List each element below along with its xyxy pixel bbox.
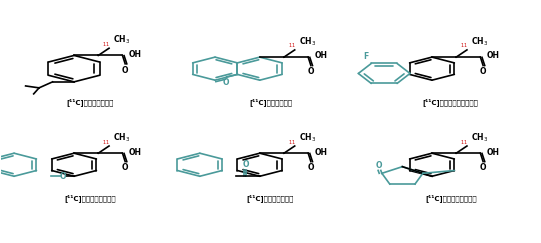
Text: O: O	[480, 67, 486, 76]
Text: OH: OH	[487, 148, 500, 156]
Text: O: O	[376, 161, 382, 170]
Text: $^{11}$: $^{11}$	[460, 43, 468, 49]
Text: O: O	[122, 163, 128, 172]
Text: O: O	[243, 160, 249, 169]
Text: O: O	[60, 172, 67, 181]
Text: CH$_3$: CH$_3$	[113, 34, 130, 46]
Text: O: O	[480, 163, 486, 172]
Text: OH: OH	[129, 148, 142, 156]
Text: CH$_3$: CH$_3$	[113, 131, 130, 144]
Text: CH$_3$: CH$_3$	[471, 131, 489, 144]
Text: [¹¹C]フェノプロフェン: [¹¹C]フェノプロフェン	[64, 194, 116, 202]
Text: $^{11}$: $^{11}$	[288, 139, 296, 145]
Text: O: O	[308, 67, 314, 76]
Text: [¹¹C]フルルビプロフェン: [¹¹C]フルルビプロフェン	[423, 98, 479, 106]
Text: $^{11}$: $^{11}$	[102, 139, 110, 145]
Text: CH$_3$: CH$_3$	[299, 131, 316, 144]
Text: O: O	[308, 163, 314, 172]
Text: [¹¹C]イブプロフェン: [¹¹C]イブプロフェン	[67, 98, 114, 106]
Text: CH$_3$: CH$_3$	[299, 35, 316, 48]
Text: $^{11}$: $^{11}$	[288, 43, 296, 49]
Text: [¹¹C]ロキソプロフェン: [¹¹C]ロキソプロフェン	[425, 194, 477, 202]
Text: O: O	[222, 78, 229, 87]
Text: OH: OH	[315, 148, 328, 156]
Text: OH: OH	[315, 52, 328, 61]
Text: $^{11}$: $^{11}$	[102, 41, 110, 47]
Text: [¹¹C]ケトプロフェン: [¹¹C]ケトプロフェン	[247, 194, 294, 202]
Text: O: O	[122, 66, 128, 75]
Text: CH$_3$: CH$_3$	[471, 35, 489, 48]
Text: F: F	[363, 52, 368, 61]
Text: [¹¹C]ナプロキセン: [¹¹C]ナプロキセン	[249, 98, 292, 106]
Text: OH: OH	[487, 52, 500, 61]
Text: OH: OH	[129, 50, 142, 59]
Text: $^{11}$: $^{11}$	[460, 139, 468, 145]
